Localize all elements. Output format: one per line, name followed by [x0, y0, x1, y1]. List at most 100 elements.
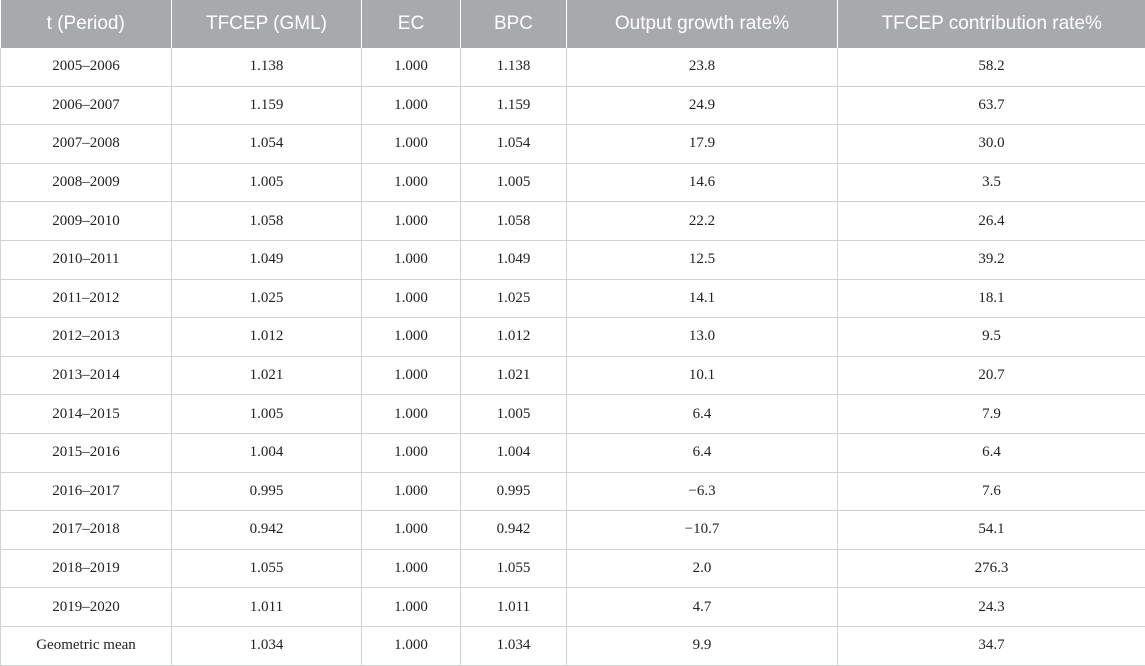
header-bpc: BPC [461, 0, 567, 48]
cell-bpc: 1.005 [461, 163, 567, 202]
cell-output-growth-rate: 23.8 [567, 48, 838, 86]
cell-tfcep-contribution-rate: 9.5 [838, 318, 1145, 357]
cell-tfcep-gml: 1.025 [172, 279, 362, 318]
cell-output-growth-rate: 13.0 [567, 318, 838, 357]
cell-output-growth-rate: 14.1 [567, 279, 838, 318]
cell-bpc: 1.138 [461, 48, 567, 86]
table-header: t (Period) TFCEP (GML) EC BPC Output gro… [1, 0, 1145, 48]
header-tfcep-gml: TFCEP (GML) [172, 0, 362, 48]
cell-ec: 1.000 [362, 626, 461, 665]
cell-ec: 1.000 [362, 356, 461, 395]
cell-output-growth-rate: 10.1 [567, 356, 838, 395]
cell-bpc: 1.058 [461, 202, 567, 241]
cell-ec: 1.000 [362, 240, 461, 279]
cell-tfcep-contribution-rate: 34.7 [838, 626, 1145, 665]
cell-ec: 1.000 [362, 511, 461, 550]
cell-bpc: 1.025 [461, 279, 567, 318]
cell-period: 2011–2012 [1, 279, 172, 318]
cell-ec: 1.000 [362, 279, 461, 318]
cell-ec: 1.000 [362, 202, 461, 241]
cell-tfcep-contribution-rate: 63.7 [838, 86, 1145, 125]
cell-ec: 1.000 [362, 549, 461, 588]
cell-tfcep-contribution-rate: 20.7 [838, 356, 1145, 395]
cell-bpc: 0.942 [461, 511, 567, 550]
cell-period: 2010–2011 [1, 240, 172, 279]
cell-ec: 1.000 [362, 395, 461, 434]
cell-bpc: 1.011 [461, 588, 567, 627]
cell-output-growth-rate: 6.4 [567, 395, 838, 434]
cell-output-growth-rate: 6.4 [567, 433, 838, 472]
cell-tfcep-gml: 1.034 [172, 626, 362, 665]
cell-tfcep-contribution-rate: 30.0 [838, 125, 1145, 164]
cell-tfcep-gml: 1.005 [172, 395, 362, 434]
cell-tfcep-gml: 1.054 [172, 125, 362, 164]
cell-period: Geometric mean [1, 626, 172, 665]
cell-tfcep-contribution-rate: 39.2 [838, 240, 1145, 279]
cell-ec: 1.000 [362, 472, 461, 511]
cell-bpc: 1.004 [461, 433, 567, 472]
cell-output-growth-rate: 9.9 [567, 626, 838, 665]
cell-bpc: 1.021 [461, 356, 567, 395]
cell-period: 2005–2006 [1, 48, 172, 86]
cell-tfcep-gml: 1.138 [172, 48, 362, 86]
cell-tfcep-contribution-rate: 6.4 [838, 433, 1145, 472]
cell-tfcep-gml: 1.004 [172, 433, 362, 472]
cell-period: 2008–2009 [1, 163, 172, 202]
cell-tfcep-gml: 1.049 [172, 240, 362, 279]
cell-period: 2015–2016 [1, 433, 172, 472]
cell-tfcep-gml: 1.159 [172, 86, 362, 125]
cell-output-growth-rate: 2.0 [567, 549, 838, 588]
header-tfcep-contribution-rate: TFCEP contribution rate% [838, 0, 1145, 48]
cell-period: 2012–2013 [1, 318, 172, 357]
cell-output-growth-rate: 12.5 [567, 240, 838, 279]
cell-tfcep-gml: 0.995 [172, 472, 362, 511]
cell-tfcep-contribution-rate: 26.4 [838, 202, 1145, 241]
cell-period: 2007–2008 [1, 125, 172, 164]
cell-bpc: 1.049 [461, 240, 567, 279]
cell-ec: 1.000 [362, 48, 461, 86]
cell-ec: 1.000 [362, 86, 461, 125]
header-ec: EC [362, 0, 461, 48]
cell-period: 2013–2014 [1, 356, 172, 395]
header-period: t (Period) [1, 0, 172, 48]
cell-tfcep-contribution-rate: 58.2 [838, 48, 1145, 86]
cell-ec: 1.000 [362, 588, 461, 627]
header-output-growth-rate: Output growth rate% [567, 0, 838, 48]
cell-tfcep-contribution-rate: 7.9 [838, 395, 1145, 434]
cell-tfcep-gml: 1.021 [172, 356, 362, 395]
cell-bpc: 0.995 [461, 472, 567, 511]
cell-period: 2019–2020 [1, 588, 172, 627]
cell-bpc: 1.034 [461, 626, 567, 665]
cell-tfcep-gml: 1.005 [172, 163, 362, 202]
cell-tfcep-contribution-rate: 7.6 [838, 472, 1145, 511]
cell-tfcep-contribution-rate: 24.3 [838, 588, 1145, 627]
cell-period: 2009–2010 [1, 202, 172, 241]
cell-period: 2006–2007 [1, 86, 172, 125]
cell-period: 2014–2015 [1, 395, 172, 434]
cell-ec: 1.000 [362, 125, 461, 164]
cell-output-growth-rate: 22.2 [567, 202, 838, 241]
cell-output-growth-rate: 24.9 [567, 86, 838, 125]
header-row: t (Period) TFCEP (GML) EC BPC Output gro… [1, 0, 1145, 48]
cell-output-growth-rate: −10.7 [567, 511, 838, 550]
cell-tfcep-contribution-rate: 18.1 [838, 279, 1145, 318]
cell-output-growth-rate: 4.7 [567, 588, 838, 627]
cell-bpc: 1.159 [461, 86, 567, 125]
cell-bpc: 1.005 [461, 395, 567, 434]
cell-tfcep-contribution-rate: 276.3 [838, 549, 1145, 588]
cell-tfcep-gml: 1.055 [172, 549, 362, 588]
